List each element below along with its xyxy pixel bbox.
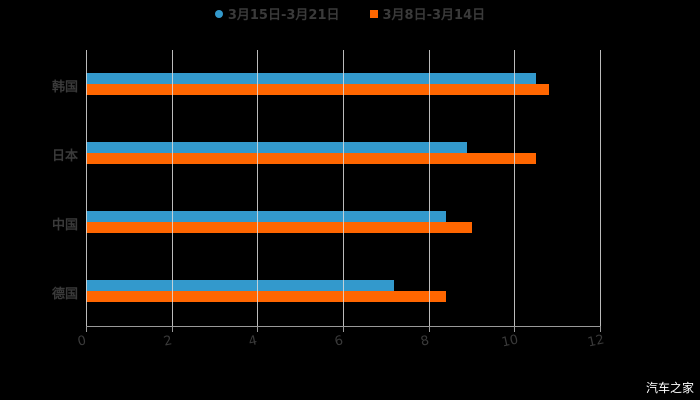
x-tick-label: 12 — [586, 332, 606, 351]
x-tick-label: 4 — [247, 333, 259, 350]
bar[interactable] — [86, 291, 446, 302]
category-label: 日本 — [51, 149, 78, 164]
bar[interactable] — [86, 222, 472, 233]
x-tick-label: 6 — [333, 333, 345, 350]
legend-label: 3月8日-3月14日 — [382, 8, 486, 23]
bar[interactable] — [86, 280, 395, 291]
x-tick-label: 8 — [419, 333, 431, 350]
legend-item-week1[interactable]: 3月8日-3月14日 — [369, 4, 486, 23]
gridline — [171, 50, 173, 326]
category-label: 韩国 — [51, 80, 78, 95]
gridline — [600, 50, 601, 326]
x-tick-label: 2 — [162, 333, 174, 350]
plot-area — [86, 50, 601, 326]
chart-legend: 3月15日-3月21日 3月8日-3月14日 — [0, 4, 700, 23]
legend-item-week2[interactable]: 3月15日-3月21日 — [214, 4, 340, 23]
bar[interactable] — [86, 142, 468, 153]
gridline — [86, 50, 87, 326]
gridline — [514, 50, 516, 326]
category-label: 中国 — [51, 218, 78, 233]
bar[interactable] — [86, 211, 446, 222]
x-tick — [86, 326, 87, 332]
watermark: 汽车之家 — [645, 381, 694, 395]
x-tick — [600, 326, 601, 332]
x-tick-label: 10 — [500, 332, 520, 351]
legend-label: 3月15日-3月21日 — [227, 8, 340, 23]
x-tick-label: 0 — [76, 333, 88, 350]
gridline — [257, 50, 259, 326]
x-tick — [257, 326, 259, 332]
bar[interactable] — [86, 153, 536, 164]
gridline — [428, 50, 430, 326]
gridline — [343, 50, 344, 326]
bar[interactable] — [86, 84, 549, 95]
legend-square-icon — [369, 9, 378, 18]
x-tick — [514, 326, 516, 332]
x-tick — [343, 326, 344, 332]
x-tick — [171, 326, 173, 332]
x-axis — [86, 326, 601, 332]
x-tick — [428, 326, 430, 332]
bar[interactable] — [86, 73, 536, 84]
category-label: 德国 — [51, 287, 78, 302]
legend-circle-icon — [214, 9, 223, 18]
